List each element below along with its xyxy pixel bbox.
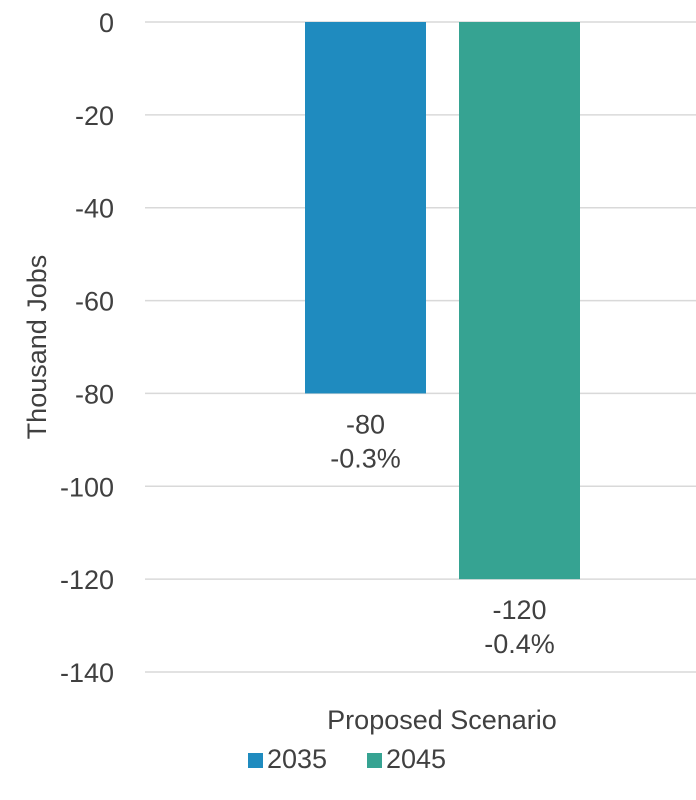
y-tick-label: -40 xyxy=(75,194,114,224)
y-tick-label: -80 xyxy=(75,379,114,409)
data-label-2045: -120 xyxy=(492,595,546,625)
y-axis-ticks: 0 -20 -40 -60 -80 -100 -120 -140 xyxy=(60,8,114,688)
bar-2035 xyxy=(305,22,426,394)
x-category-label: Proposed Scenario xyxy=(327,705,557,735)
legend-swatch-2035 xyxy=(248,753,263,768)
y-axis-title: Thousand Jobs xyxy=(22,255,52,440)
y-tick-label: -140 xyxy=(60,658,114,688)
legend: 2035 2045 xyxy=(248,744,446,774)
bars xyxy=(305,22,580,580)
legend-label-2035: 2035 xyxy=(267,744,327,774)
data-labels: -80 -0.3% -120 -0.4% xyxy=(330,409,555,659)
data-label-2035: -80 xyxy=(346,409,385,439)
legend-swatch-2045 xyxy=(367,753,382,768)
y-tick-label: -20 xyxy=(75,101,114,131)
y-tick-label: -60 xyxy=(75,287,114,317)
y-tick-label: -120 xyxy=(60,565,114,595)
bar-2045 xyxy=(459,22,580,580)
data-label-2045: -0.4% xyxy=(484,629,555,659)
legend-label-2045: 2045 xyxy=(386,744,446,774)
y-tick-label: 0 xyxy=(99,8,114,38)
y-tick-label: -100 xyxy=(60,472,114,502)
data-label-2035: -0.3% xyxy=(330,443,401,473)
